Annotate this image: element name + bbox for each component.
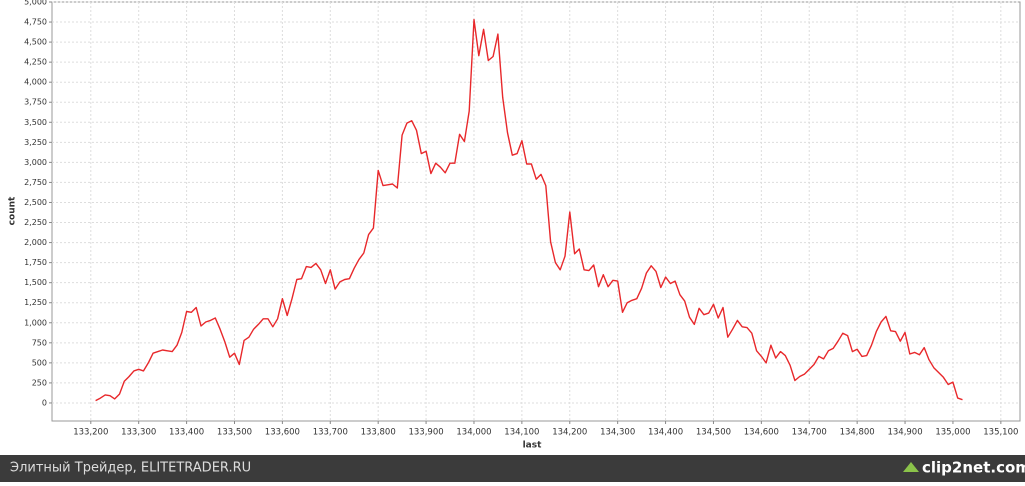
- x-tick-label: 133,600: [265, 428, 300, 438]
- y-tick-label: 3,500: [24, 118, 47, 127]
- y-tick-label: 2,000: [24, 238, 47, 247]
- y-tick-label: 0: [42, 398, 47, 407]
- logo[interactable]: clip2net.com: [922, 459, 1025, 477]
- y-tick-label: 500: [32, 358, 47, 367]
- data-line: [95, 18, 963, 402]
- x-tick-label: 135,100: [983, 428, 1018, 438]
- x-tick-label: 133,500: [217, 428, 252, 438]
- y-tick-label: 1,750: [24, 258, 47, 267]
- x-tick-label: 134,100: [504, 428, 539, 438]
- x-tick-label: 133,800: [361, 428, 396, 438]
- x-tick-label: 133,700: [313, 428, 348, 438]
- y-tick-label: 1,500: [24, 278, 47, 287]
- y-tick-label: 2,500: [24, 198, 47, 207]
- x-axis-label: last: [523, 441, 543, 451]
- x-tick-label: 133,400: [169, 428, 204, 438]
- x-tick-label: 134,800: [840, 428, 875, 438]
- y-tick-label: 1,250: [24, 298, 47, 307]
- y-tick-label: 4,750: [24, 18, 47, 27]
- y-tick-label: 1,000: [24, 318, 47, 327]
- x-tick-label: 134,000: [456, 428, 491, 438]
- x-tick-label: 134,400: [648, 428, 683, 438]
- y-tick-label: 750: [32, 338, 47, 347]
- footer-bar: [0, 455, 1025, 482]
- y-tick-label: 4,500: [24, 38, 47, 47]
- x-tick-label: 134,700: [792, 428, 827, 438]
- y-tick-label: 2,250: [24, 218, 47, 227]
- y-axis-label: count: [8, 196, 18, 225]
- x-tick-label: 134,200: [552, 428, 587, 438]
- y-tick-label: 4,250: [24, 58, 47, 67]
- footer-text: Элитный Трейдер, ELITETRADER.RU: [10, 461, 251, 476]
- x-tick-label: 133,200: [73, 428, 108, 438]
- y-tick-label: 3,000: [24, 158, 47, 167]
- y-tick-label: 4,000: [24, 78, 47, 87]
- x-tick-label: 135,000: [935, 428, 970, 438]
- x-tick-label: 134,600: [744, 428, 779, 438]
- logo-icon: [903, 462, 919, 472]
- y-tick-label: 250: [32, 378, 47, 387]
- y-tick-label: 3,250: [24, 138, 47, 147]
- x-tick-label: 134,900: [887, 428, 922, 438]
- y-tick-label: 3,750: [24, 98, 47, 107]
- y-tick-label: 5,000: [24, 0, 47, 7]
- x-tick-label: 134,300: [600, 428, 635, 438]
- y-tick-label: 2,750: [24, 178, 47, 187]
- x-tick-label: 134,500: [696, 428, 731, 438]
- plot-area: [51, 1, 1021, 422]
- x-tick-label: 133,900: [408, 428, 443, 438]
- x-tick-label: 133,300: [121, 428, 156, 438]
